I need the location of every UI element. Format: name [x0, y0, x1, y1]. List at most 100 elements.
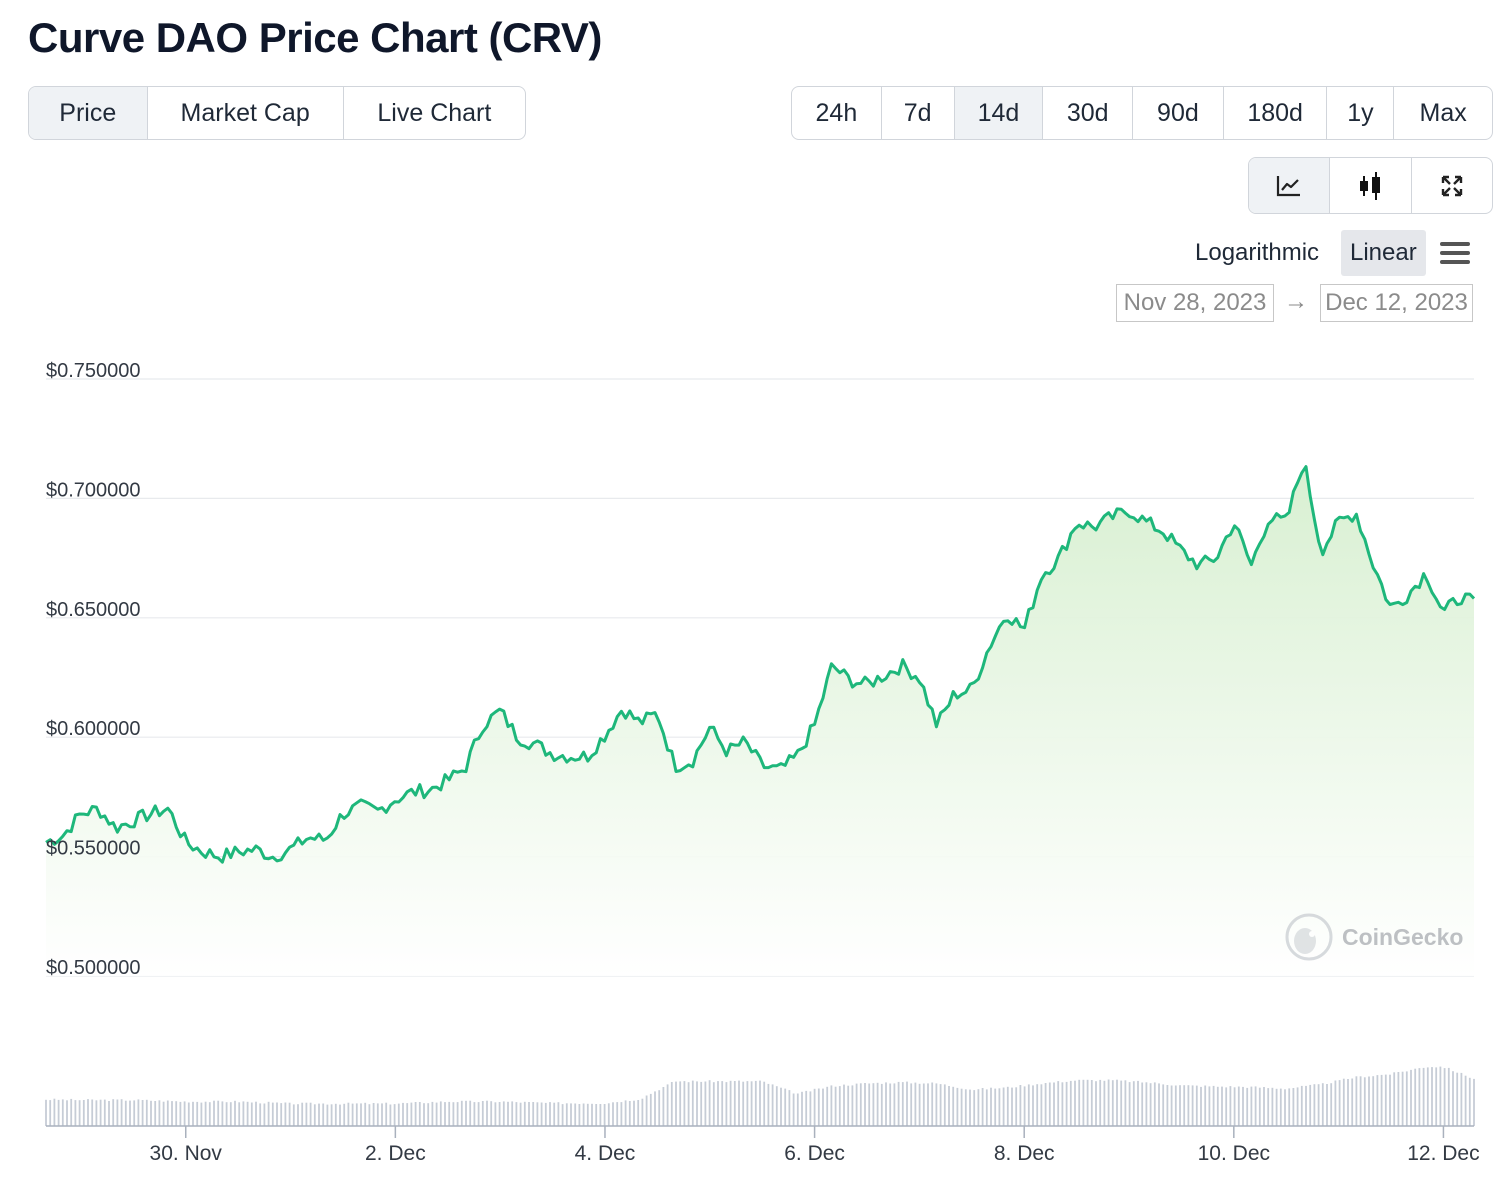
volume-bar: [1082, 1079, 1085, 1126]
date-to-input[interactable]: Dec 12, 2023: [1320, 284, 1473, 322]
volume-bars: [45, 1066, 1475, 1126]
volume-bar: [477, 1102, 480, 1126]
volume-bar: [372, 1103, 375, 1126]
volume-bar: [271, 1102, 274, 1126]
volume-bar: [553, 1102, 556, 1126]
volume-bar: [603, 1104, 606, 1126]
volume-bar: [696, 1081, 698, 1126]
volume-bar: [948, 1086, 950, 1126]
volume-bar: [150, 1100, 152, 1126]
volume-bar: [158, 1100, 161, 1126]
volume-bar: [1174, 1085, 1177, 1126]
volume-bar: [381, 1103, 383, 1126]
volume-bar: [717, 1081, 719, 1126]
chart-type-tabs: Price Market Cap Live Chart: [28, 86, 526, 140]
range-7d[interactable]: 7d: [882, 87, 955, 139]
volume-bar: [985, 1089, 988, 1126]
range-1y[interactable]: 1y: [1327, 87, 1395, 139]
volume-bar: [1065, 1081, 1068, 1126]
volume-bar: [893, 1083, 896, 1126]
range-180d[interactable]: 180d: [1224, 87, 1328, 139]
volume-bar: [1443, 1068, 1446, 1126]
volume-bar: [250, 1102, 253, 1126]
volume-bar: [242, 1101, 245, 1126]
volume-bar: [1099, 1079, 1102, 1126]
tab-price[interactable]: Price: [29, 87, 148, 139]
volume-bar: [82, 1100, 85, 1126]
chart-menu-button[interactable]: [1438, 230, 1472, 276]
range-30d[interactable]: 30d: [1043, 87, 1134, 139]
volume-bar: [1284, 1089, 1286, 1126]
volume-bar: [1137, 1080, 1139, 1126]
range-14d[interactable]: 14d: [954, 87, 1044, 139]
volume-bar: [536, 1102, 539, 1126]
volume-bar: [309, 1102, 312, 1126]
date-from-input[interactable]: Nov 28, 2023: [1116, 284, 1274, 322]
x-tick-label: 6. Dec: [784, 1142, 845, 1165]
scale-logarithmic-button[interactable]: Logarithmic: [1195, 239, 1320, 266]
volume-bar: [284, 1102, 287, 1126]
volume-bar: [960, 1088, 963, 1126]
volume-bar: [763, 1081, 766, 1126]
range-24h[interactable]: 24h: [792, 87, 882, 139]
volume-bar: [1204, 1085, 1207, 1126]
candlestick-view-button[interactable]: [1330, 158, 1412, 213]
line-view-button[interactable]: [1249, 158, 1331, 213]
volume-bar: [1267, 1088, 1270, 1126]
volume-bar: [313, 1104, 316, 1126]
volume-bar: [729, 1080, 732, 1126]
volume-bar: [1061, 1082, 1064, 1126]
volume-bar: [507, 1101, 509, 1126]
volume-bar: [53, 1098, 56, 1126]
volume-bar: [939, 1084, 942, 1126]
volume-bar: [1069, 1080, 1072, 1126]
volume-bar: [1153, 1082, 1156, 1126]
price-area: [46, 466, 1474, 976]
volume-bar: [750, 1081, 753, 1126]
volume-bar: [435, 1102, 438, 1126]
volume-bar: [826, 1086, 829, 1126]
volume-bar: [469, 1100, 472, 1126]
volume-bar: [1326, 1084, 1328, 1126]
tab-market-cap[interactable]: Market Cap: [148, 87, 344, 139]
scale-linear-button[interactable]: Linear: [1341, 230, 1426, 276]
volume-bar: [994, 1088, 997, 1126]
volume-bar: [897, 1081, 900, 1126]
volume-bar: [1460, 1072, 1463, 1126]
volume-bar: [402, 1102, 404, 1126]
volume-bar: [255, 1101, 257, 1126]
volume-bar: [473, 1102, 476, 1126]
volume-bar: [1321, 1083, 1324, 1126]
volume-bar: [906, 1081, 908, 1126]
volume-bar: [267, 1101, 270, 1126]
volume-bar: [1015, 1087, 1018, 1126]
volume-bar: [292, 1104, 295, 1126]
volume-bar: [964, 1089, 967, 1126]
volume-bar: [423, 1103, 425, 1126]
volume-bar: [1452, 1071, 1454, 1126]
range-max[interactable]: Max: [1419, 98, 1467, 127]
volume-bar: [767, 1083, 770, 1126]
volume-bar: [759, 1080, 761, 1126]
volume-bar: [427, 1103, 430, 1126]
volume-bar: [599, 1104, 602, 1126]
volume-bar: [1124, 1080, 1127, 1126]
line-chart-icon: [1277, 175, 1301, 196]
volume-bar: [498, 1102, 501, 1126]
volume-bar: [1246, 1087, 1249, 1126]
volume-bar: [822, 1088, 824, 1126]
volume-bar: [1006, 1086, 1009, 1126]
volume-bar: [1355, 1076, 1358, 1126]
fullscreen-button[interactable]: [1412, 158, 1492, 213]
tab-live-chart[interactable]: Live Chart: [377, 98, 492, 127]
volume-bar: [1279, 1088, 1282, 1126]
range-90d[interactable]: 90d: [1133, 87, 1224, 139]
volume-bar: [784, 1088, 787, 1126]
volume-bar: [1464, 1075, 1467, 1126]
volume-bar: [847, 1085, 850, 1126]
volume-bar: [914, 1082, 917, 1126]
volume-bar: [1271, 1087, 1274, 1126]
volume-bar: [1011, 1087, 1013, 1126]
volume-bar: [259, 1103, 262, 1126]
